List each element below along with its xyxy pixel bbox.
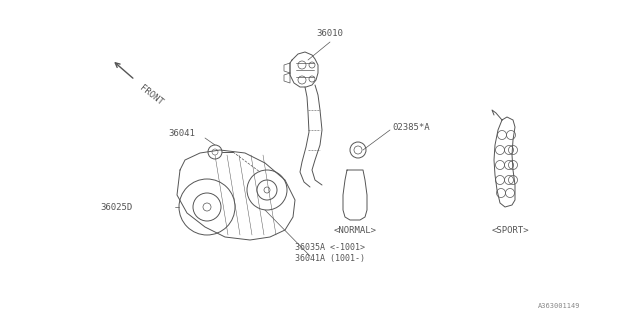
Text: 36035A <-1001>: 36035A <-1001> <box>295 243 365 252</box>
Text: 02385*A: 02385*A <box>392 124 429 132</box>
Text: 36010: 36010 <box>317 29 344 38</box>
Text: 36041A (1001-): 36041A (1001-) <box>295 254 365 263</box>
Text: <SPORT>: <SPORT> <box>491 226 529 235</box>
Text: 36041: 36041 <box>168 129 195 138</box>
Text: A363001149: A363001149 <box>538 303 580 309</box>
Text: 36025D: 36025D <box>100 203 132 212</box>
Text: FRONT: FRONT <box>138 83 164 107</box>
Text: <NORMAL>: <NORMAL> <box>333 226 376 235</box>
